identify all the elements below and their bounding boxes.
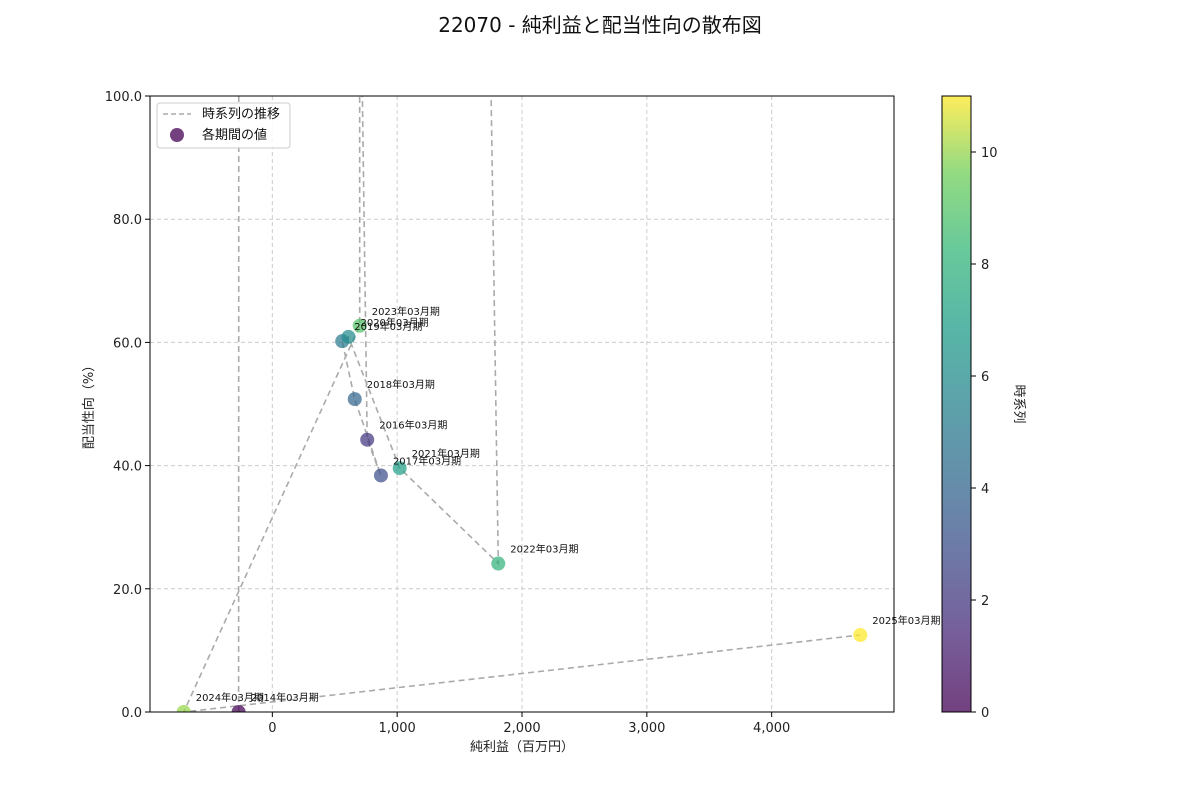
data-point: [347, 392, 362, 407]
y-axis-label: 配当性向（%）: [81, 359, 97, 449]
x-axis-label: 純利益（百万円）: [470, 740, 574, 755]
point-annotation: 2020年03月期: [360, 316, 428, 329]
x-tick-label: 4,000: [753, 721, 790, 736]
point-annotation: 2023年03月期: [372, 305, 440, 318]
annotation-layer: 2014年03月期 2016年03月期 2017年03月期 2018年03月期 2019…: [196, 305, 941, 704]
data-point: [231, 705, 246, 712]
y-tick-label: 0.0: [121, 706, 142, 721]
point-annotation: 2019年03月期: [354, 320, 422, 333]
data-point: [853, 628, 868, 642]
point-annotation: 2025年03月期: [872, 614, 940, 627]
x-tick-label: 2,000: [503, 721, 540, 736]
point-annotation: 2024年03月期: [196, 691, 264, 704]
point-annotation: 2022年03月期: [510, 543, 578, 556]
point-annotation: 2021年03月期: [412, 447, 480, 460]
x-tick-label: 1,000: [379, 721, 416, 736]
colorbar-tick-label: 8: [981, 258, 989, 273]
colorbar-gradient: [942, 96, 971, 712]
data-points-layer: [176, 318, 868, 712]
chart-title: 22070 - 純利益と配当性向の散布図: [438, 13, 762, 37]
colorbar-tick-label: 10: [981, 146, 998, 161]
colorbar-tick-label: 0: [981, 706, 989, 721]
colorbar-tick-label: 6: [981, 370, 989, 385]
axis-layer: 0 1,000 2,000 3,000 4,000 0.0 20.0 40.0 60.0 80.0…: [105, 90, 790, 736]
y-tick-label: 100.0: [105, 90, 142, 105]
legend: 時系列の推移 各期間の値: [156, 102, 291, 149]
colorbar-tick-label: 4: [981, 482, 989, 497]
data-point: [392, 461, 407, 476]
y-tick-label: 60.0: [113, 336, 142, 351]
point-annotation: 2017年03月期: [393, 454, 461, 467]
x-tick-label: 0: [268, 721, 276, 736]
colorbar-frame: [941, 95, 972, 713]
colorbar-ticks: 0 2 4 6 8 10: [971, 146, 998, 721]
data-point: [341, 329, 356, 344]
y-tick-label: 20.0: [113, 583, 142, 598]
colorbar-label: 時系列: [1011, 384, 1026, 423]
y-tick-label: 80.0: [113, 213, 142, 228]
data-point: [176, 705, 191, 712]
data-point: [360, 432, 375, 447]
colorbar-tick-label: 2: [981, 594, 989, 609]
colorbar: 0 2 4 6 8 10 時系列: [941, 95, 1026, 721]
point-annotation: 2016年03月期: [379, 419, 447, 432]
data-point: [373, 468, 388, 483]
legend-point-swatch: [170, 128, 184, 142]
y-tick-label: 40.0: [113, 460, 142, 475]
point-annotation: 2018年03月期: [367, 378, 435, 391]
data-point: [491, 556, 506, 571]
grid-layer: [150, 95, 894, 713]
point-annotation: 2014年03月期: [251, 691, 319, 704]
data-point: [352, 318, 367, 333]
legend-points-label: 各期間の値: [202, 127, 267, 143]
x-tick-label: 3,000: [628, 721, 665, 736]
legend-line-label: 時系列の推移: [202, 107, 280, 122]
